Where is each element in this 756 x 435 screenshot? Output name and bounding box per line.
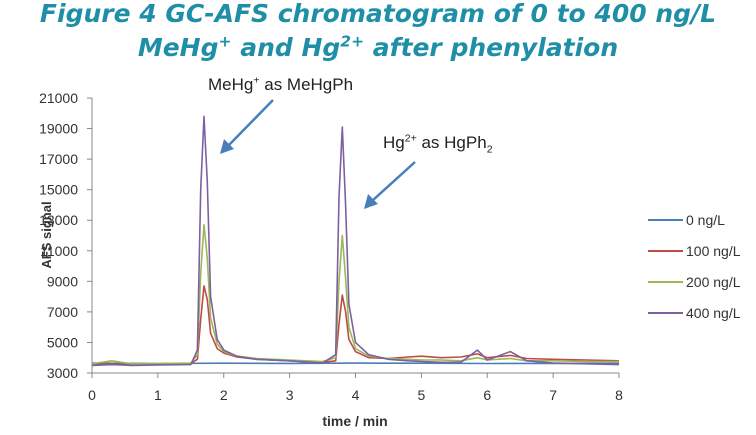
figure-title-line-1: Figure 4 GC-AFS chromatogram of 0 to 400… bbox=[39, 0, 717, 28]
x-tick-label: 5 bbox=[417, 387, 425, 403]
legend: 0 ng/L 100 ng/L 200 ng/L 400 ng/L bbox=[648, 212, 741, 321]
legend-label: 400 ng/L bbox=[686, 305, 741, 321]
inorganic-label-charge: 2+ bbox=[404, 132, 417, 145]
x-tick-label: 4 bbox=[352, 387, 360, 403]
y-tick-label: 19000 bbox=[39, 121, 78, 137]
y-tick-label: 13000 bbox=[39, 212, 78, 228]
methyl-label-derivative: as MeHgPh bbox=[259, 75, 354, 94]
title-methylmercury-charge: + bbox=[218, 32, 232, 51]
methyl-label-species: MeHg bbox=[208, 75, 254, 94]
x-tick-label: 7 bbox=[549, 387, 557, 403]
figure-title-line-2: MeHg+ and Hg2+ after phenylation bbox=[0, 32, 756, 64]
methyl-peak-arrowhead bbox=[220, 139, 234, 154]
methyl-label-charge: + bbox=[253, 74, 260, 87]
y-tick-label: 5000 bbox=[47, 334, 78, 350]
x-axis-label: time / min bbox=[322, 413, 387, 429]
legend-label: 100 ng/L bbox=[686, 243, 741, 259]
series-line-4 bbox=[91, 115, 620, 367]
title-methylmercury: MeHg bbox=[137, 33, 219, 62]
series-lines bbox=[91, 115, 620, 367]
x-tick-label: 1 bbox=[154, 387, 162, 403]
x-tick-label: 6 bbox=[483, 387, 491, 403]
y-tick-label: 21000 bbox=[39, 90, 78, 106]
series-line-2 bbox=[91, 285, 620, 366]
inorganic-label-derivative: as HgPh bbox=[416, 133, 487, 152]
x-tick-label: 3 bbox=[286, 387, 294, 403]
y-axis: 3000 5000 7000 9000 11000 13000 15000 17000 1900… bbox=[39, 90, 93, 381]
inorganic-label-subscript: 2 bbox=[486, 143, 493, 156]
x-axis: 0 1 2 3 4 5 6 7 8 bbox=[88, 372, 623, 403]
y-tick-label: 7000 bbox=[47, 304, 78, 320]
title-suffix: after phenylation bbox=[364, 33, 619, 62]
methyl-peak-arrow bbox=[227, 99, 274, 147]
x-tick-label: 8 bbox=[615, 387, 623, 403]
y-axis-label: AFS signal bbox=[39, 201, 54, 268]
x-tick-label: 2 bbox=[220, 387, 228, 403]
title-connector: and Hg bbox=[231, 33, 341, 62]
y-tick-label: 9000 bbox=[47, 273, 78, 289]
inorganic-label-species: Hg bbox=[383, 133, 405, 152]
legend-label: 200 ng/L bbox=[686, 274, 741, 290]
methylmercury-peak-label: MeHg+ as MeHgPh bbox=[208, 75, 353, 95]
y-tick-label: 15000 bbox=[39, 182, 78, 198]
x-tick-label: 0 bbox=[88, 387, 96, 403]
legend-label: 0 ng/L bbox=[686, 212, 725, 228]
inorganic-peak-arrow bbox=[371, 161, 416, 202]
inorganic-mercury-peak-label: Hg2+ as HgPh2 bbox=[383, 132, 493, 156]
inorganic-peak-arrowhead bbox=[364, 194, 378, 209]
series-line-3 bbox=[91, 224, 619, 365]
y-tick-label: 17000 bbox=[39, 151, 78, 167]
annotation-arrows bbox=[220, 99, 416, 209]
y-tick-label: 11000 bbox=[40, 243, 78, 259]
title-mercury-charge: 2+ bbox=[340, 32, 365, 51]
y-tick-label: 3000 bbox=[47, 365, 78, 381]
